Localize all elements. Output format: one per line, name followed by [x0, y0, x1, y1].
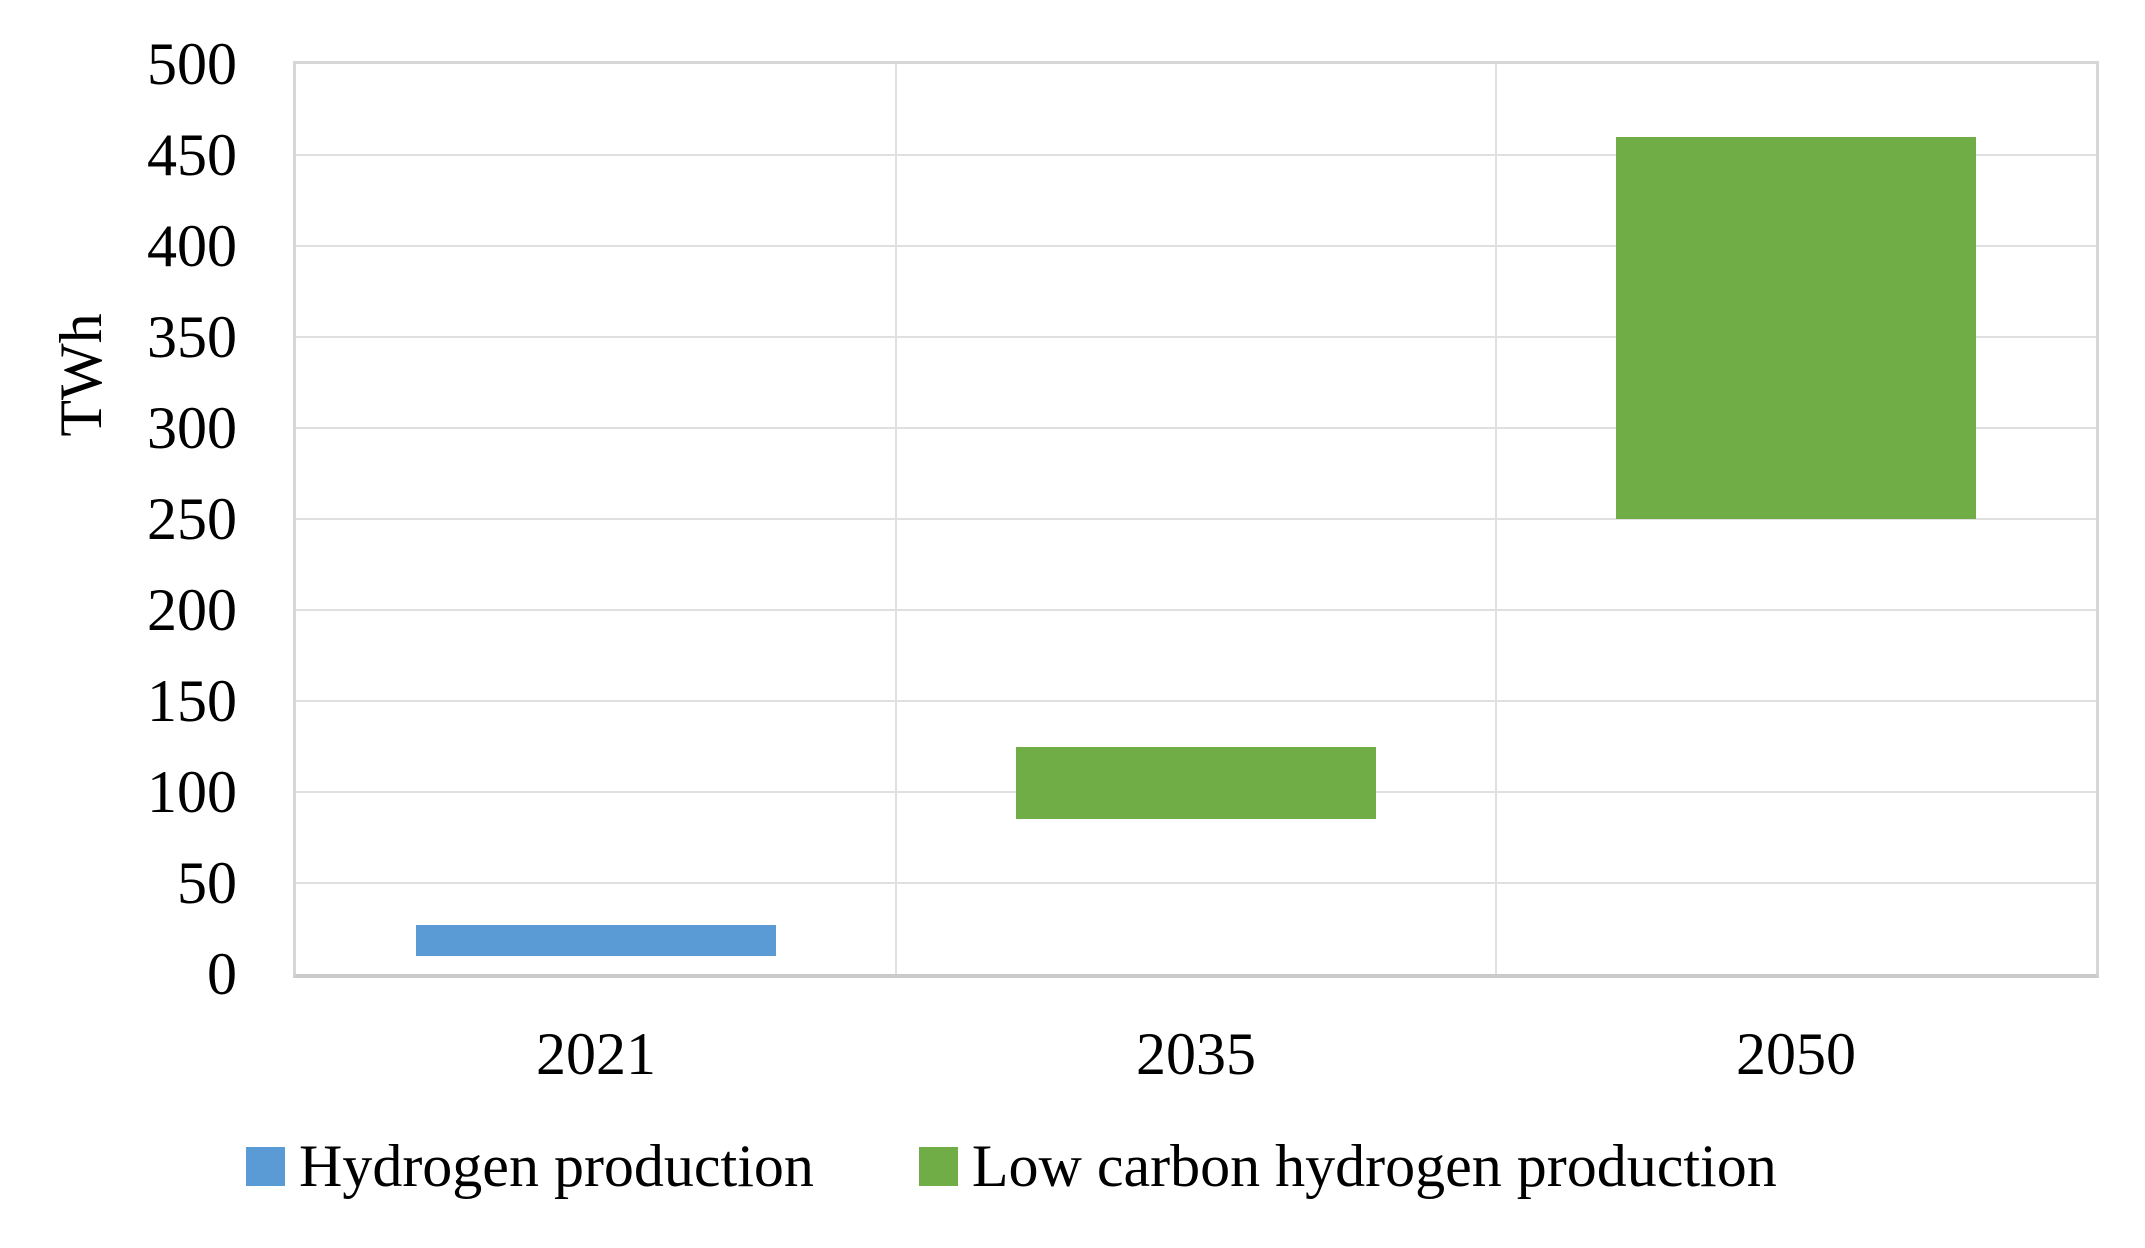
gridline-horizontal-300 — [296, 427, 2096, 429]
gridline-vertical-2 — [1495, 64, 1497, 974]
y-tick-label-0: 0 — [207, 941, 237, 1007]
legend: Hydrogen production Low carbon hydrogen … — [246, 1132, 1777, 1201]
y-tick-label-500: 500 — [147, 31, 237, 97]
y-tick-label-400: 400 — [147, 213, 237, 279]
legend-item-low-carbon-hydrogen-production: Low carbon hydrogen production — [918, 1132, 1777, 1201]
legend-label-low-carbon-hydrogen-production: Low carbon hydrogen production — [971, 1133, 1777, 1199]
y-tick-label-150: 150 — [147, 668, 237, 734]
y-tick-label-350: 350 — [147, 304, 237, 370]
gridline-vertical-1 — [895, 64, 897, 974]
legend-swatch-hydrogen-production-icon — [246, 1147, 285, 1186]
gridline-horizontal-450 — [296, 154, 2096, 156]
x-category-label-2035: 2035 — [1136, 1021, 1256, 1087]
bar-2035-low-carbon-hydrogen-production — [1016, 746, 1376, 820]
legend-label-hydrogen-production: Hydrogen production — [299, 1133, 814, 1199]
y-tick-label-100: 100 — [147, 759, 237, 825]
gridline-horizontal-350 — [296, 336, 2096, 338]
y-tick-label-450: 450 — [147, 122, 237, 188]
y-tick-label-50: 50 — [177, 850, 237, 916]
x-category-label-2050: 2050 — [1736, 1021, 1856, 1087]
y-tick-label-200: 200 — [147, 577, 237, 643]
legend-item-hydrogen-production: Hydrogen production — [246, 1132, 814, 1201]
gridline-horizontal-250 — [296, 518, 2096, 520]
gridline-horizontal-50 — [296, 882, 2096, 884]
legend-swatch-low-carbon-hydrogen-production-icon — [918, 1147, 958, 1186]
plot-area — [293, 61, 2099, 978]
x-category-label-2021: 2021 — [536, 1021, 656, 1087]
y-tick-label-250: 250 — [147, 486, 237, 552]
bar-2050-low-carbon-hydrogen-production — [1616, 136, 1976, 519]
bar-2021-hydrogen-production — [416, 924, 776, 956]
gridline-horizontal-200 — [296, 609, 2096, 611]
y-tick-label-300: 300 — [147, 395, 237, 461]
gridline-horizontal-400 — [296, 245, 2096, 247]
gridline-horizontal-150 — [296, 700, 2096, 702]
